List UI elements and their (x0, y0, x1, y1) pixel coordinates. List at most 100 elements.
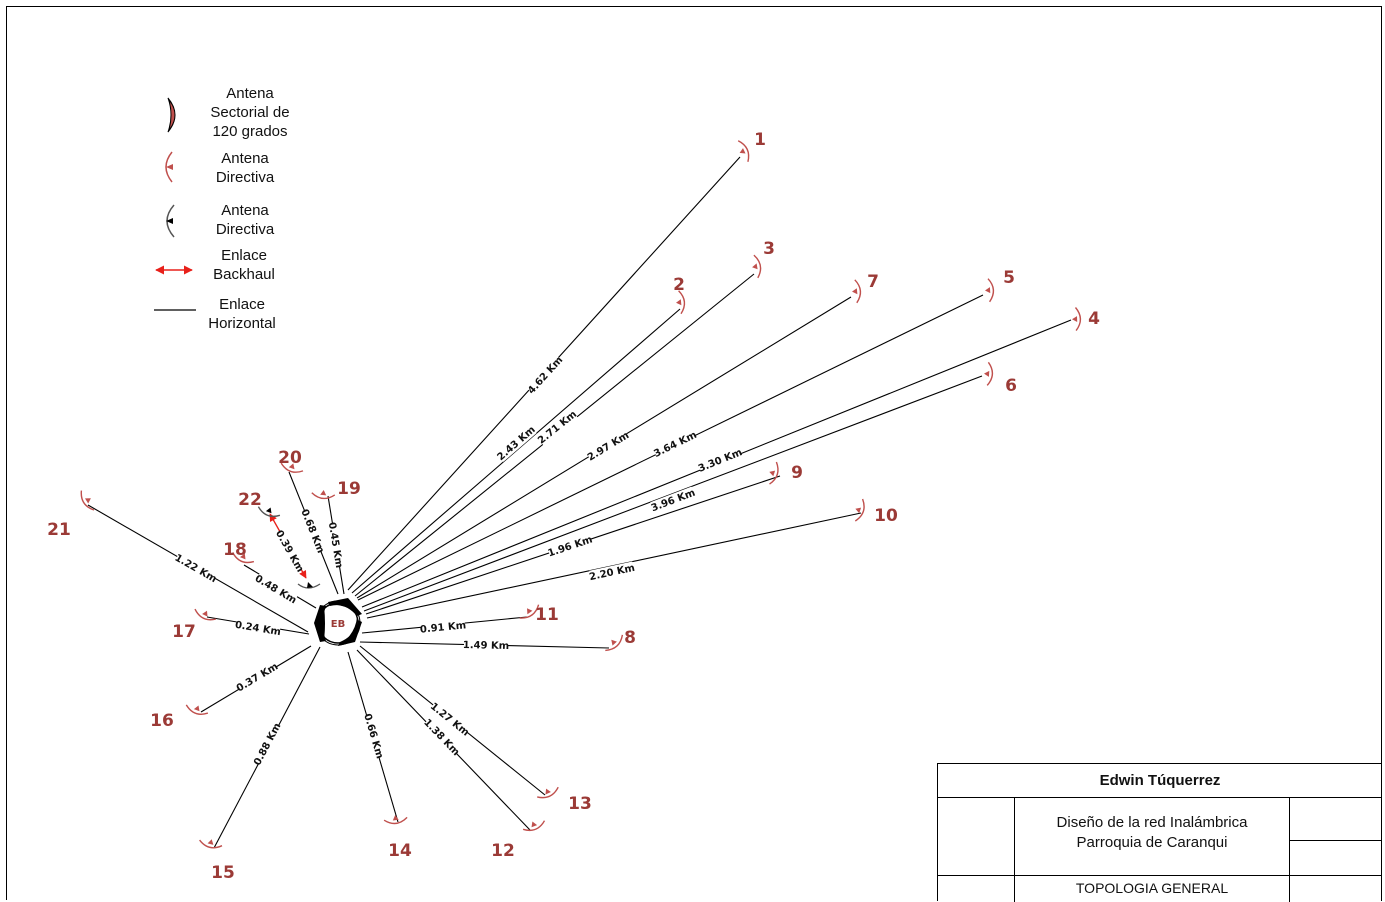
node-label-3: 3 (763, 239, 775, 259)
distance-label-bg (429, 700, 471, 738)
author-cell: Edwin Túquerrez (938, 764, 1382, 798)
legend-directive-red-label: Antena Directiva (215, 150, 275, 186)
node-label-20: 20 (278, 448, 302, 468)
antenna-marker-node-4 (1072, 316, 1078, 322)
node-label-12: 12 (491, 841, 515, 861)
distance-label-bg (326, 522, 346, 568)
legend-icons (154, 97, 196, 311)
node-label-5: 5 (1003, 268, 1015, 288)
distance-label-node-1: 4.62 Km (526, 355, 565, 397)
distance-label-bg (536, 408, 578, 446)
distance-label-node-11: 0.91 Km (420, 620, 467, 635)
legend-backhaul-label: Enlace Backhaul (213, 247, 275, 283)
node-label-8: 8 (624, 628, 636, 648)
node-label-22: 22 (238, 490, 262, 510)
distance-label-node-15: 0.88 Km (252, 721, 283, 767)
antenna-marker-node-13 (545, 788, 551, 795)
distance-label-bg (495, 424, 537, 462)
antenna-red-icon-node-2 (678, 290, 686, 315)
title-block-right-lower (1290, 841, 1382, 876)
antenna-marker-node-16 (193, 705, 200, 712)
distance-label-bg (254, 572, 298, 606)
antenna-black-icon (297, 583, 321, 589)
antenna-marker-node-18 (240, 553, 246, 560)
antenna-marker-node-8 (611, 639, 617, 646)
project-title-cell: Diseño de la red Inalámbrica Parroquia d… (1015, 798, 1290, 876)
node-label-16: 16 (150, 711, 174, 731)
node-label-17: 17 (172, 622, 196, 642)
distance-label-bg (362, 713, 386, 759)
distance-label-node-9: 1.96 Km (547, 534, 594, 559)
antenna-red-icon-node-18 (232, 552, 255, 564)
sheet-title-cell: TOPOLOGIA GENERAL (1015, 876, 1290, 902)
author-name: Edwin Túquerrez (1099, 772, 1221, 789)
link-node-6 (363, 375, 983, 612)
antenna-marker-node-10 (855, 507, 862, 514)
distance-label-node-22: 0.39 Km (273, 529, 305, 575)
distance-label-bg (251, 721, 283, 767)
distance-label-bg (589, 561, 635, 583)
title-block-left-empty (938, 798, 1015, 876)
node-label-1: 1 (754, 130, 766, 150)
distance-label-node-14: 0.66 Km (361, 713, 385, 761)
legend-directive-black-label: Antena Directiva (215, 202, 275, 238)
antenna-marker-node-7 (852, 288, 858, 295)
antennas-layer (80, 140, 1082, 849)
antenna-marker-node-11 (527, 608, 533, 615)
distance-label-node-17: 0.24 Km (234, 620, 282, 638)
antenna-red-icon-node-20 (280, 462, 304, 473)
antenna-marker-node-12 (531, 821, 538, 828)
distance-label-node-21: 1.22 Km (173, 553, 219, 586)
antenna-marker-node-19 (320, 490, 327, 496)
distance-label-node-16: 0.37 Km (235, 661, 280, 694)
node-label-15: 15 (211, 863, 235, 883)
antenna-marker-node-3 (752, 263, 758, 270)
distance-label-bg (422, 716, 462, 758)
distance-label-node-19: 0.45 Km (326, 521, 344, 568)
base-station: EB (314, 598, 362, 646)
antenna-marker-node-1 (739, 148, 746, 154)
node-label-10: 10 (874, 506, 898, 526)
antenna-marker-node-17 (202, 610, 208, 617)
antenna-red-icon-node-10 (854, 498, 865, 522)
title-block: Edwin Túquerrez Diseño de la red Inalámb… (937, 763, 1382, 902)
drawing-frame (6, 6, 1382, 900)
sectorial-antenna-icon (167, 97, 176, 133)
distance-label-bg (463, 638, 509, 652)
distance-label-bg (235, 660, 279, 694)
legend-horizontal-label: Enlace Horizontal (208, 296, 276, 332)
antenna-marker-node-20 (288, 463, 295, 470)
antenna-marker-node-9 (769, 470, 776, 477)
distance-label-bg (173, 551, 219, 585)
distance-label-bg (273, 528, 307, 574)
distance-label-bg (586, 429, 630, 463)
antenna-marker-node-6 (984, 370, 990, 377)
node-label-2: 2 (673, 275, 685, 295)
distance-label-bg (697, 446, 743, 474)
link-node-2 (351, 308, 681, 594)
antenna-red-icon-node-14 (383, 816, 408, 825)
distance-label-node-20: 0.68 Km (298, 508, 325, 555)
distance-label-node-5: 3.64 Km (652, 430, 698, 460)
antenna-red-icon-node-11 (519, 604, 540, 619)
node-label-7: 7 (867, 272, 879, 292)
antenna-marker-node-22 (265, 507, 272, 514)
node-label-14: 14 (388, 841, 412, 861)
node-label-4: 4 (1088, 309, 1100, 329)
antenna-red-icon-node-9 (769, 461, 779, 485)
antenna-red-icon-node-13 (537, 786, 559, 799)
antenna-red-icon-node-7 (854, 279, 862, 304)
antenna-red-icon-node-16 (185, 704, 209, 715)
antenna-marker-node-14 (392, 815, 399, 821)
node-label-19: 19 (337, 479, 361, 499)
node-label-18: 18 (223, 540, 247, 560)
legend-sectorial-label: Antena Sectorial de 120 grados (210, 85, 290, 140)
antenna-red-icon-node-4 (1074, 307, 1082, 332)
antenna-red-icon-node-17 (194, 608, 216, 621)
antenna-red-icon-node-6 (986, 361, 994, 386)
distance-label-node-7: 2.97 Km (586, 430, 631, 463)
antenna-marker-node-5 (985, 287, 991, 294)
node-label-21: 21 (47, 520, 71, 540)
